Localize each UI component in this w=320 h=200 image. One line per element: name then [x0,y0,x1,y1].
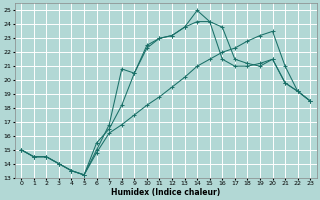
X-axis label: Humidex (Indice chaleur): Humidex (Indice chaleur) [111,188,220,197]
